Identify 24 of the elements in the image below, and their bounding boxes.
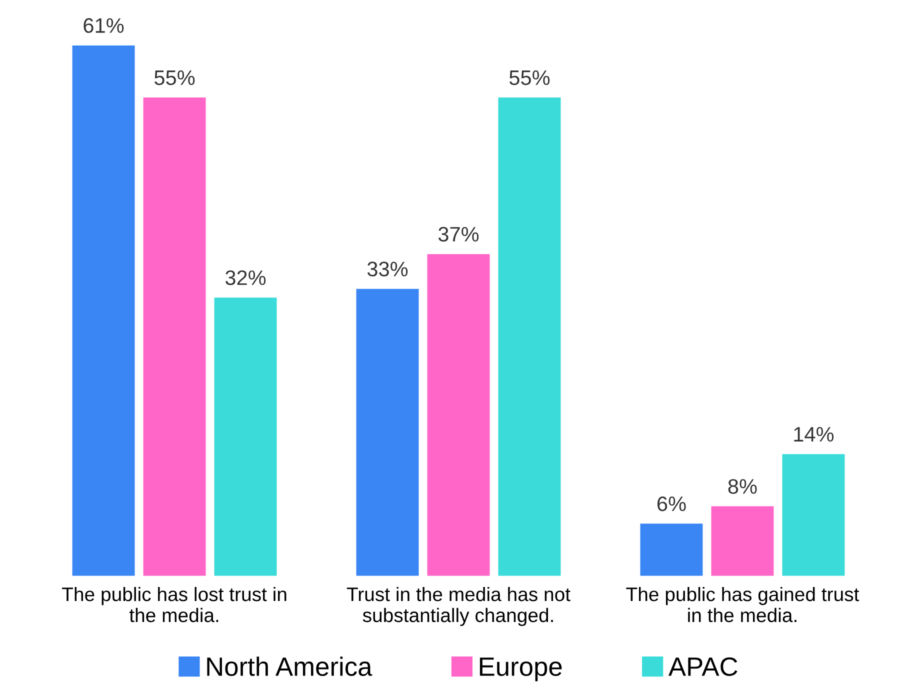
bar bbox=[143, 98, 206, 576]
data-label: 8% bbox=[728, 479, 757, 494]
legend-label: APAC bbox=[668, 657, 738, 676]
data-label: 33% bbox=[367, 262, 408, 276]
x-tick-label: Trust in the media has not substantially changed. bbox=[346, 586, 570, 626]
bar bbox=[214, 298, 277, 576]
data-label: 37% bbox=[438, 226, 479, 242]
x-tick-label: The public has lost trust in the media. bbox=[62, 586, 286, 622]
bar bbox=[782, 454, 845, 576]
data-label: 55% bbox=[509, 70, 550, 86]
legend-label: North America bbox=[207, 656, 372, 676]
legend-label: Europe bbox=[480, 658, 562, 682]
bar bbox=[356, 288, 419, 576]
bar bbox=[427, 254, 490, 576]
bar bbox=[640, 524, 703, 576]
bar bbox=[498, 98, 561, 576]
data-label: 61% bbox=[84, 18, 124, 33]
x-tick-label: The public has gained trust in the media. bbox=[626, 586, 860, 622]
data-label: 55% bbox=[154, 70, 195, 86]
data-label: 6% bbox=[657, 496, 686, 512]
bar bbox=[72, 45, 135, 576]
bar bbox=[711, 506, 774, 576]
data-label: 14% bbox=[794, 426, 834, 442]
data-label: 32% bbox=[225, 270, 266, 286]
